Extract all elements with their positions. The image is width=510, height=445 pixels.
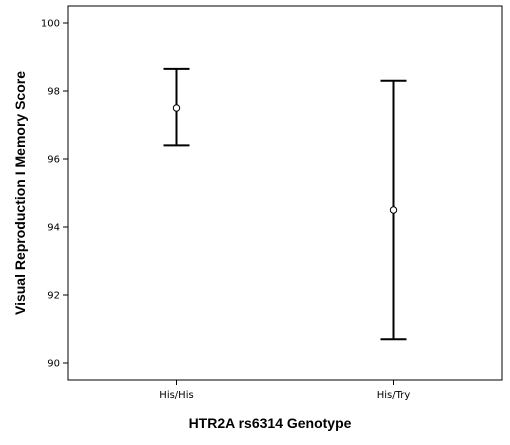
y-axis: 90 92 94 96 98 100 (41, 19, 68, 370)
plot-area (67, 5, 503, 381)
y-axis-title: Visual Reproduction I Memory Score (12, 71, 28, 315)
y-tick-label: 90 (47, 359, 60, 370)
y-tick-label: 92 (47, 291, 60, 302)
x-axis: His/His His/Try (159, 380, 410, 401)
x-axis-title: HTR2A rs6314 Genotype (189, 415, 352, 431)
y-tick-label: 96 (47, 155, 60, 166)
error-bar-1 (163, 67, 190, 147)
mean-point (172, 104, 181, 112)
error-bar-2 (380, 79, 407, 341)
x-tick-label: His/Try (377, 390, 411, 401)
y-tick-label: 94 (47, 223, 60, 234)
y-tick-label: 98 (47, 87, 60, 98)
y-tick-label: 100 (41, 19, 60, 30)
x-tick-label: His/His (159, 390, 193, 401)
error-bars (163, 67, 407, 341)
mean-point (389, 206, 398, 214)
